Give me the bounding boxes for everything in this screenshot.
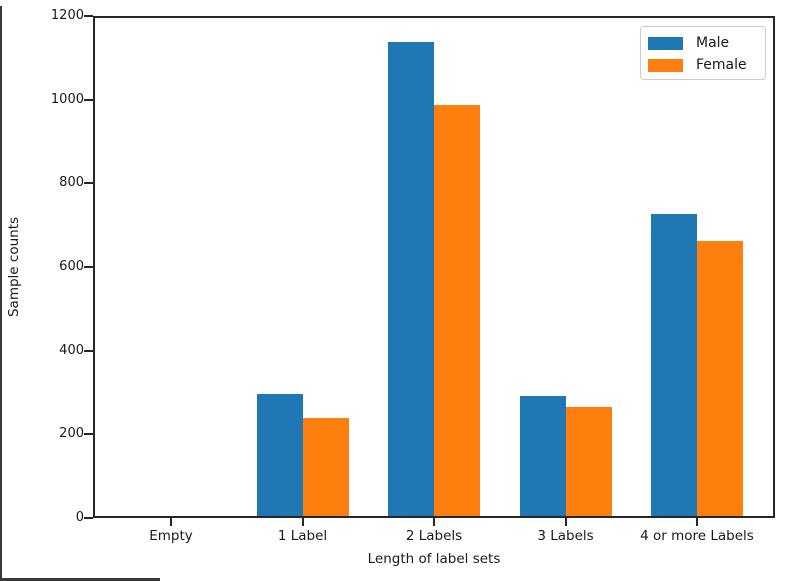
bar-female-4-or-more-labels — [697, 241, 743, 516]
bar-male-1-label — [256, 394, 303, 516]
y-tick-mark-0 — [84, 517, 93, 519]
y-tick-mark-1200 — [84, 15, 93, 17]
x-tick-mark-4-or-more-labels — [696, 518, 698, 526]
y-tick-label-0: 0 — [75, 510, 84, 525]
x-tick-mark-empty — [170, 518, 172, 526]
y-tick-mark-800 — [84, 182, 93, 185]
legend-swatch-female — [648, 58, 683, 72]
bar-male-2-labels — [388, 42, 434, 516]
y-tick-mark-400 — [84, 349, 93, 352]
x-tick-label-4-or-more-labels: 4 or more Labels — [640, 528, 754, 544]
y-tick-label-1200: 1200 — [50, 8, 84, 23]
bar-female-3-labels — [565, 407, 612, 516]
y-tick-label-800: 800 — [59, 175, 84, 191]
legend-label-male: Male — [696, 35, 730, 51]
legend-swatch-male — [648, 36, 683, 50]
x-tick-mark-1-label — [301, 518, 304, 526]
bar-male-3-labels — [519, 396, 566, 516]
window-edge-bottom — [0, 578, 160, 581]
x-tick-label-3-labels: 3 Labels — [537, 528, 594, 544]
bar-female-1-label — [302, 418, 349, 516]
y-tick-label-400: 400 — [59, 342, 84, 358]
window-edge-left — [0, 6, 2, 581]
bars-layer — [95, 18, 773, 516]
legend: Male Female — [640, 26, 766, 80]
y-axis-label: Sample counts — [6, 216, 22, 318]
bar-female-2-labels — [434, 105, 480, 516]
legend-row-female: Female — [648, 54, 765, 76]
legend-label-female: Female — [696, 57, 747, 73]
plot-area — [93, 16, 775, 518]
y-tick-label-200: 200 — [59, 426, 84, 442]
y-tick-label-600: 600 — [59, 259, 84, 274]
legend-row-male: Male — [648, 32, 765, 54]
x-tick-mark-2-labels — [433, 518, 435, 526]
x-tick-label-empty: Empty — [149, 528, 193, 544]
bar-male-4-or-more-labels — [651, 214, 697, 516]
x-tick-mark-3-labels — [564, 518, 567, 526]
y-tick-mark-200 — [84, 433, 93, 436]
y-tick-label-1000: 1000 — [50, 91, 84, 107]
x-tick-label-2-labels: 2 Labels — [405, 528, 463, 544]
x-axis-label: Length of label sets — [367, 551, 501, 567]
x-tick-label-1-label: 1 Label — [277, 528, 328, 544]
y-tick-mark-600 — [84, 266, 93, 268]
y-tick-mark-1000 — [84, 98, 93, 101]
